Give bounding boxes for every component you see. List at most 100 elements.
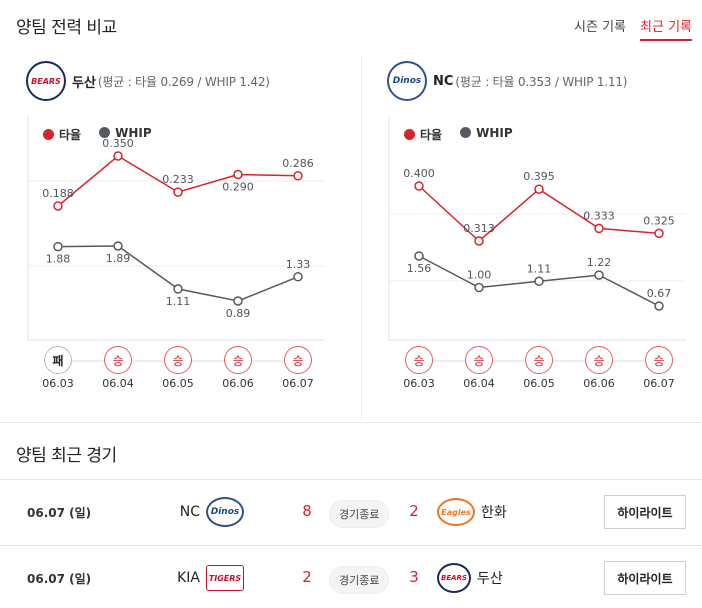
legend-whip: WHIP [99,126,152,143]
x-tick-label: 06.03 [403,377,435,390]
point-avg [233,169,243,180]
game-row: 06.07 (일) NC Dinos 8 경기종료 2 Eagles 한화 하이… [0,479,702,545]
result-connector [493,360,525,362]
dinos-logo-icon: Dinos [206,497,244,527]
legend-avg-dot-icon [404,129,415,140]
result-badge: 승 [585,346,613,374]
chart-svg: 0.188 0.350 0.233 0.290 0.286 1.88 1.89 1.11 0.8… [27,116,325,341]
results-row-left: 패 06.03 승 06.04 승 06.05 승 06.06 승 06.07 [28,346,325,396]
legend-whip: WHIP [460,126,513,143]
result-badge: 승 [465,346,493,374]
data-label-avg: 0.233 [162,173,194,186]
data-label-avg: 0.400 [403,167,435,180]
result-badge: 승 [405,346,433,374]
game-status-badge: 경기종료 [329,500,390,528]
result-badge: 승 [104,346,132,374]
away-team: Eagles 한화 [437,496,507,528]
x-tick-label: 06.04 [463,377,495,390]
highlight-button[interactable]: 하이라이트 [604,495,686,529]
x-tick-label: 06.04 [102,377,134,390]
highlight-button[interactable]: 하이라이트 [604,561,686,595]
result-connector [433,360,465,362]
x-tick-label: 06.07 [643,377,675,390]
point-whip [173,284,183,294]
point-whip [594,270,604,280]
tab-recent-record[interactable]: 최근 기록 [640,16,692,41]
data-label-whip: 1.33 [286,258,311,271]
x-tick-label: 06.06 [222,377,254,390]
team-name: NC [433,73,454,89]
result-badge: 승 [645,346,673,374]
legend-avg-dot-icon [43,129,54,140]
dinos-logo-icon: Dinos [387,61,427,101]
x-tick-label: 06.06 [583,377,615,390]
game-date: 06.07 (일) [27,572,92,586]
point-avg [594,223,604,234]
legend-avg: 타율 [43,126,81,143]
away-score: 2 [409,502,419,520]
team-average: (평균 : 타율 0.353 / WHIP 1.11) [455,74,628,89]
team-name: 두산 [72,75,96,91]
point-avg [654,228,664,239]
result-connector [252,360,284,362]
point-whip [414,251,424,261]
point-whip [654,301,664,311]
result-connector [553,360,585,362]
data-label-avg: 0.325 [643,214,675,227]
page-title: 양팀 전력 비교 [16,18,117,38]
chart-right: 타율 WHIP 0.400 0.313 0.395 0.333 0.325 1.56 1.0… [388,116,686,341]
team-header-left: BEARS 두산 (평균 : 타율 0.269 / WHIP 1.42) [26,61,270,101]
x-tick-label: 06.03 [42,377,74,390]
point-whip [534,276,544,287]
point-avg [113,151,123,161]
record-tabs: 시즌 기록 최근 기록 [574,16,692,41]
point-whip [53,241,63,252]
game-date: 06.07 (일) [27,506,92,520]
bears-logo-icon: BEARS [26,61,66,101]
point-avg [53,201,63,211]
data-label-whip: 1.22 [587,256,612,269]
results-row-right: 승 06.03 승 06.04 승 06.05 승 06.06 승 06.07 [389,346,686,396]
point-avg [173,187,183,197]
result-connector [72,360,104,362]
data-label-avg: 0.188 [42,187,74,200]
result-badge: 패 [44,346,72,374]
legend-avg: 타율 [404,126,442,143]
game-status-badge: 경기종료 [329,566,390,594]
away-team: BEARS 두산 [437,562,503,594]
data-label-avg: 0.286 [282,157,314,170]
data-label-avg: 0.333 [583,209,615,222]
tigers-logo-icon: TIGERS [206,565,244,591]
data-label-avg: 0.395 [523,170,555,183]
point-whip [233,296,243,306]
data-label-whip: 1.11 [166,295,191,308]
legend-whip-dot-icon [99,127,111,138]
game-row: 06.07 (일) KIA TIGERS 2 경기종료 3 BEARS 두산 하… [0,545,702,608]
chart-left: 타율 WHIP 0.188 0.350 0.233 0.290 0.286 1.88 1.8… [27,116,325,341]
away-score: 3 [409,568,419,586]
data-label-whip: 1.56 [407,262,432,275]
data-label-whip: 1.88 [46,253,71,266]
legend-whip-dot-icon [460,127,472,138]
legend-avg-label: 타율 [59,128,82,142]
x-tick-label: 06.07 [282,377,314,390]
section-divider [0,422,702,423]
data-label-avg: 0.350 [102,137,134,150]
away-team-name: 두산 [477,571,503,587]
result-badge: 승 [224,346,252,374]
point-avg [293,171,303,181]
chart-legend: 타율 WHIP [43,126,152,143]
data-label-avg: 0.290 [222,181,254,194]
result-connector [192,360,224,362]
tab-season-record[interactable]: 시즌 기록 [574,20,627,35]
result-badge: 승 [525,346,553,374]
eagles-logo-icon: Eagles [437,498,475,526]
legend-avg-label: 타율 [420,128,443,142]
point-avg [474,236,484,246]
x-tick-label: 06.05 [162,377,194,390]
point-whip [293,272,303,282]
data-label-whip: 0.67 [647,287,672,300]
legend-whip-label: WHIP [476,126,513,140]
home-team: NC Dinos [180,496,244,528]
result-connector [613,360,645,362]
